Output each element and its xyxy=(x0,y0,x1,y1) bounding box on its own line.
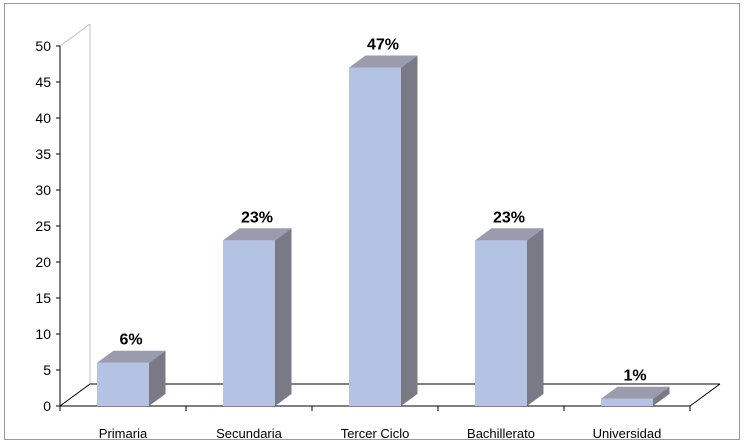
bar-top-universidad xyxy=(601,386,670,399)
bar-side-secundaria xyxy=(275,228,292,406)
data-label: 23% xyxy=(493,209,525,226)
y-tick-label: 35 xyxy=(35,146,51,162)
y-tick-label: 10 xyxy=(35,326,51,342)
bar-front-primaria xyxy=(97,362,149,406)
category-label: Universidad xyxy=(593,426,662,441)
y-tick-label: 50 xyxy=(35,38,51,54)
y-tick-label: 40 xyxy=(35,110,51,126)
y-tick-label: 25 xyxy=(35,218,51,234)
y-tick-label: 15 xyxy=(35,290,51,306)
data-label: 23% xyxy=(241,209,273,226)
bar-side-universidad xyxy=(653,386,670,406)
floor-left-edge xyxy=(59,383,91,407)
category-label: Primaria xyxy=(99,426,148,441)
bar-top-primaria xyxy=(97,350,166,363)
y-tick-label: 0 xyxy=(43,398,51,414)
bar-front-tercer-ciclo xyxy=(349,67,401,406)
data-label: 47% xyxy=(367,37,399,54)
y-tick-label: 45 xyxy=(35,74,51,90)
bar-top-bachillerato xyxy=(475,228,544,241)
back-wall-top-edge xyxy=(59,23,91,47)
bar-top-tercer-ciclo xyxy=(349,55,418,68)
bar-side-primaria xyxy=(149,350,166,406)
bar-front-secundaria xyxy=(223,240,275,406)
category-label: Bachillerato xyxy=(467,426,535,441)
bar-top-secundaria xyxy=(223,228,292,241)
y-tick-label: 5 xyxy=(43,362,51,378)
category-label: Secundaria xyxy=(216,426,283,441)
y-tick-label: 20 xyxy=(35,254,51,270)
floor-right-edge xyxy=(689,383,721,407)
data-label: 6% xyxy=(119,332,142,349)
bar-front-bachillerato xyxy=(475,240,527,406)
bar-side-bachillerato xyxy=(527,228,544,406)
bar-front-universidad xyxy=(601,398,653,406)
data-label: 1% xyxy=(623,368,646,385)
bar-side-tercer-ciclo xyxy=(401,55,418,406)
y-tick-label: 30 xyxy=(35,182,51,198)
category-label: Tercer Ciclo xyxy=(341,426,410,441)
